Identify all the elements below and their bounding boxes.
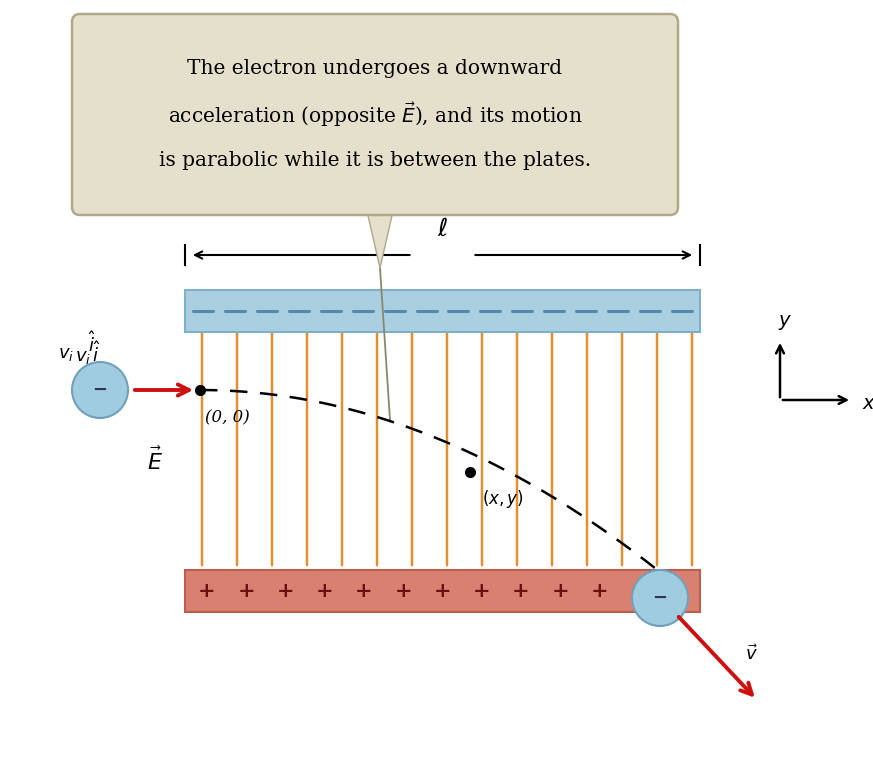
Text: +: +: [552, 581, 569, 601]
Text: +: +: [512, 581, 530, 601]
Text: +: +: [198, 581, 216, 601]
Text: +: +: [277, 581, 294, 601]
Text: +: +: [395, 581, 412, 601]
Text: +: +: [670, 581, 687, 601]
Polygon shape: [366, 207, 394, 268]
Text: (0, 0): (0, 0): [205, 409, 250, 426]
Text: −: −: [93, 381, 107, 399]
Text: acceleration (opposite $\vec{E}$), and its motion: acceleration (opposite $\vec{E}$), and i…: [168, 100, 582, 128]
Text: +: +: [630, 581, 648, 601]
Text: +: +: [591, 581, 608, 601]
Text: +: +: [316, 581, 333, 601]
Text: +: +: [434, 581, 451, 601]
Text: $\vec{v}$: $\vec{v}$: [745, 644, 758, 663]
Text: $v_i\,\hat{i}$: $v_i\,\hat{i}$: [75, 339, 100, 367]
FancyBboxPatch shape: [72, 14, 678, 215]
Text: The electron undergoes a downward: The electron undergoes a downward: [188, 59, 562, 78]
Text: $(x, y)$: $(x, y)$: [482, 488, 524, 510]
Text: +: +: [473, 581, 491, 601]
Text: −: −: [652, 589, 668, 607]
Text: is parabolic while it is between the plates.: is parabolic while it is between the pla…: [159, 151, 591, 170]
Text: +: +: [237, 581, 255, 601]
Text: +: +: [355, 581, 373, 601]
Circle shape: [72, 362, 128, 418]
Text: $\ell$: $\ell$: [436, 218, 448, 241]
Circle shape: [632, 570, 688, 626]
Text: $v_i\hat{\imath}$: $v_i\hat{\imath}$: [73, 344, 95, 367]
Text: $\vec{E}$: $\vec{E}$: [147, 448, 163, 475]
Bar: [185, 570, 700, 612]
Text: $x$: $x$: [862, 395, 873, 413]
Text: $\hat{i}$: $\hat{i}$: [88, 331, 96, 356]
Bar: [185, 290, 700, 332]
Text: $y$: $y$: [778, 313, 792, 332]
Text: $v_i$: $v_i$: [58, 345, 74, 363]
